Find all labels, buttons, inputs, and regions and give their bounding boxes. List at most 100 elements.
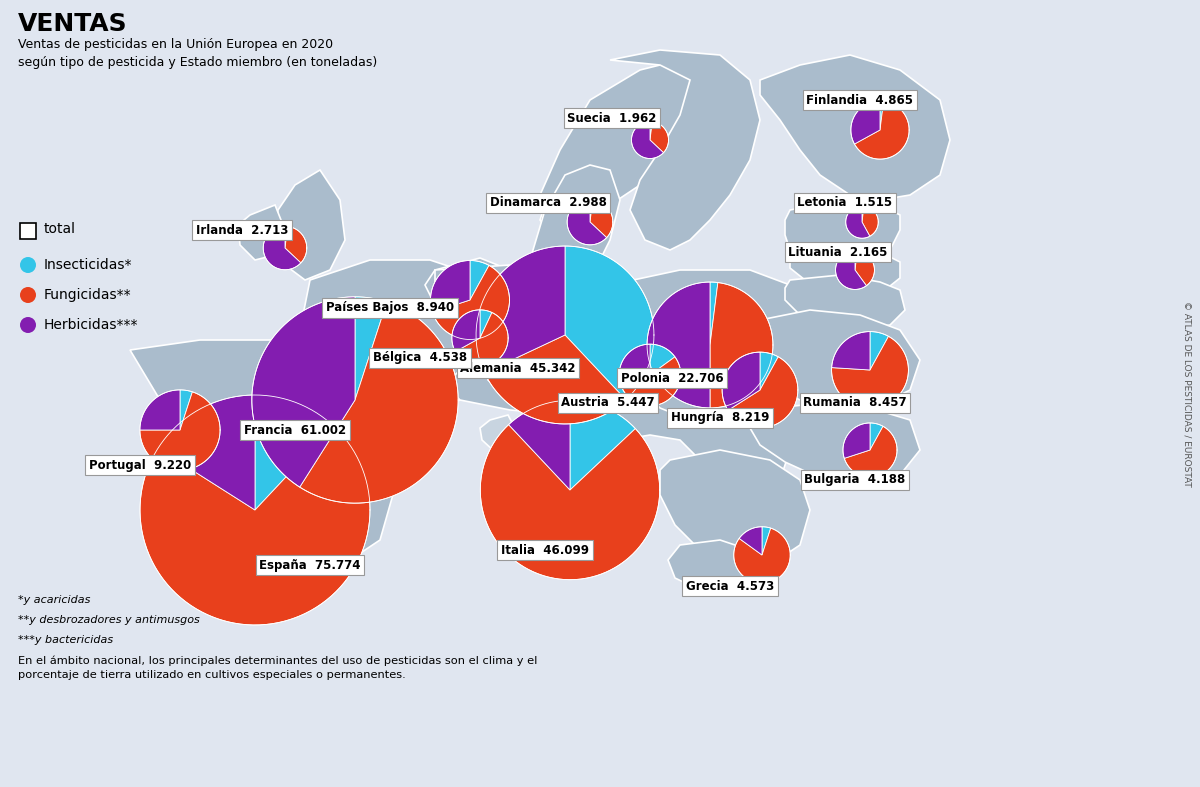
Polygon shape: [431, 260, 470, 312]
Text: Herbicidas***: Herbicidas***: [44, 318, 138, 332]
Polygon shape: [835, 250, 866, 290]
Circle shape: [20, 317, 36, 333]
Polygon shape: [300, 302, 458, 503]
Polygon shape: [710, 283, 773, 408]
Polygon shape: [854, 250, 858, 270]
Polygon shape: [619, 344, 650, 385]
Polygon shape: [355, 297, 386, 400]
Text: Rumania  8.457: Rumania 8.457: [803, 397, 907, 409]
Polygon shape: [845, 427, 898, 477]
Polygon shape: [760, 352, 779, 390]
Polygon shape: [650, 344, 674, 375]
Polygon shape: [140, 427, 370, 625]
Text: Insecticidas*: Insecticidas*: [44, 258, 132, 272]
Text: © ATLAS DE LOS PESTICIDAS / EUROSTAT: © ATLAS DE LOS PESTICIDAS / EUROSTAT: [1183, 301, 1192, 486]
Polygon shape: [565, 246, 654, 400]
Text: Polonia  22.706: Polonia 22.706: [620, 371, 724, 385]
Polygon shape: [263, 226, 301, 270]
Text: *y acaricidas: *y acaricidas: [18, 595, 90, 605]
FancyBboxPatch shape: [20, 223, 36, 239]
Polygon shape: [750, 403, 920, 480]
Polygon shape: [870, 423, 883, 450]
Polygon shape: [509, 401, 570, 490]
Polygon shape: [733, 528, 791, 583]
Polygon shape: [862, 205, 864, 222]
Polygon shape: [880, 101, 883, 130]
Text: total: total: [44, 222, 76, 236]
Polygon shape: [158, 395, 256, 510]
Polygon shape: [485, 335, 626, 424]
Polygon shape: [452, 310, 480, 352]
Polygon shape: [851, 101, 880, 144]
Polygon shape: [862, 206, 878, 236]
Polygon shape: [590, 199, 613, 238]
Polygon shape: [600, 270, 800, 385]
Polygon shape: [631, 121, 664, 158]
Text: Ventas de pesticidas en la Unión Europea en 2020
según tipo de pesticida y Estad: Ventas de pesticidas en la Unión Europea…: [18, 38, 377, 69]
Polygon shape: [660, 450, 810, 565]
Text: Irlanda  2.713: Irlanda 2.713: [196, 224, 288, 237]
Polygon shape: [180, 390, 192, 430]
Polygon shape: [870, 331, 888, 370]
Text: Finlandia  4.865: Finlandia 4.865: [806, 94, 913, 106]
Polygon shape: [554, 380, 790, 490]
Polygon shape: [785, 200, 900, 270]
Polygon shape: [790, 245, 900, 295]
Text: Hungría  8.219: Hungría 8.219: [671, 412, 769, 424]
Text: Bulgaria  4.188: Bulgaria 4.188: [804, 474, 906, 486]
Polygon shape: [570, 401, 635, 490]
Polygon shape: [130, 340, 400, 590]
Polygon shape: [668, 540, 755, 590]
Polygon shape: [760, 55, 950, 200]
Text: Bélgica  4.538: Bélgica 4.538: [373, 352, 467, 364]
Polygon shape: [275, 170, 346, 280]
Polygon shape: [140, 390, 180, 430]
Polygon shape: [286, 226, 288, 248]
Text: Letonia  1.515: Letonia 1.515: [798, 197, 893, 209]
Polygon shape: [476, 246, 565, 373]
Polygon shape: [722, 352, 760, 410]
Text: Alemania  45.342: Alemania 45.342: [461, 361, 576, 375]
Polygon shape: [470, 260, 490, 300]
Polygon shape: [480, 415, 516, 452]
Polygon shape: [739, 527, 762, 555]
Polygon shape: [650, 121, 653, 140]
Polygon shape: [568, 199, 607, 245]
Polygon shape: [785, 275, 905, 330]
Polygon shape: [480, 310, 492, 338]
Polygon shape: [540, 60, 700, 215]
Polygon shape: [842, 423, 870, 458]
Text: España  75.774: España 75.774: [259, 559, 361, 571]
Polygon shape: [486, 450, 520, 484]
Polygon shape: [610, 50, 760, 250]
Polygon shape: [252, 297, 355, 487]
Polygon shape: [455, 312, 508, 366]
Polygon shape: [752, 310, 920, 410]
Polygon shape: [762, 527, 770, 555]
Text: Suecia  1.962: Suecia 1.962: [568, 112, 656, 124]
Text: ***y bactericidas: ***y bactericidas: [18, 635, 113, 645]
Polygon shape: [436, 265, 630, 385]
Polygon shape: [647, 282, 710, 408]
Text: Austria  5.447: Austria 5.447: [562, 397, 655, 409]
Polygon shape: [620, 357, 680, 406]
Polygon shape: [728, 357, 798, 428]
Polygon shape: [710, 282, 718, 345]
Polygon shape: [854, 101, 910, 159]
Polygon shape: [538, 512, 605, 550]
Polygon shape: [445, 365, 640, 415]
Text: Países Bajos  8.940: Países Bajos 8.940: [326, 301, 454, 315]
Circle shape: [20, 287, 36, 303]
Polygon shape: [480, 425, 660, 580]
Text: VENTAS: VENTAS: [18, 12, 127, 36]
Polygon shape: [140, 392, 220, 470]
Text: En el ámbito nacional, los principales determinantes del uso de pesticidas son e: En el ámbito nacional, los principales d…: [18, 655, 538, 679]
Polygon shape: [238, 205, 286, 260]
Polygon shape: [846, 205, 870, 238]
Polygon shape: [425, 258, 510, 315]
Polygon shape: [540, 195, 610, 248]
Polygon shape: [496, 320, 670, 375]
Text: Italia  46.099: Italia 46.099: [502, 544, 589, 556]
Polygon shape: [590, 199, 593, 222]
Text: Dinamarca  2.988: Dinamarca 2.988: [490, 197, 606, 209]
